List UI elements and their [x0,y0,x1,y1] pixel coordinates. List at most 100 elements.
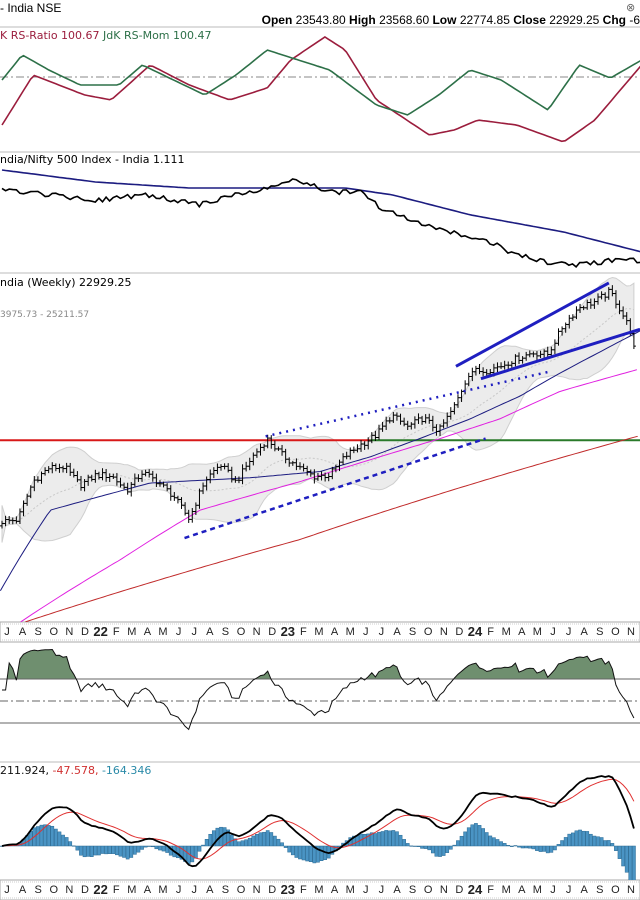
axis-tick-label: O [611,626,620,638]
macd-histogram-bar [290,845,295,856]
axis-tick-label: O [236,884,246,896]
macd-histogram-bar [624,845,629,873]
macd-histogram-bar [427,845,432,851]
rsi-panel [0,648,640,731]
macd-histogram-bar [75,845,80,851]
chg-label: Chg [602,13,626,27]
macd-histogram-bar [247,837,252,847]
macd-histogram-bar [50,825,55,847]
axis-tick-label: J [191,626,197,638]
macd-histogram-bar [488,835,493,847]
macd-histogram-bar [147,845,152,847]
macd-histogram-bar [43,824,47,847]
axis-tick-label: A [518,626,526,638]
axis-tick-label: 24 [467,882,483,897]
macd-histogram-bar [64,837,69,847]
axis-tick-label: A [518,884,526,896]
bollinger-band [1,276,635,543]
macd-histogram-bar [129,845,134,858]
macd-histogram-bar [280,842,284,847]
rsi-overbought-fill-group [2,649,634,679]
macd-histogram-bar [194,845,198,859]
macd-histogram-bar [456,840,460,847]
axis-tick-label: M [501,884,511,896]
macd-histogram-bar [107,845,112,854]
macd-histogram-bar [463,831,468,847]
trendline-dashed [184,437,486,540]
close-label: Close [513,13,546,27]
circle-x-icon[interactable]: ⊗ [626,1,636,14]
macd-histogram-bar [377,831,381,847]
axis-tick-label: M [345,626,355,638]
macd-histogram-bar [474,823,478,847]
macd-histogram-bar [567,833,572,847]
macd-histogram-bar [481,828,485,847]
macd-histogram-bar [384,830,389,847]
axis-tick-label: O [611,884,620,896]
close-value: 22929.25 [549,13,600,27]
macd-histogram-bar [369,832,374,847]
relative-panel [1,169,640,269]
macd-histogram-bar [509,845,514,847]
macd-histogram-bar [459,835,464,847]
macd-histogram-bar [596,836,600,847]
axis-tick-label: J [4,626,10,638]
macd-histogram-bar [262,831,266,847]
axis-tick-label: J [191,884,197,896]
macd-histogram-bar [434,845,439,857]
macd-signal-line [1,778,635,860]
macd-histogram-bar [39,824,44,847]
axis-tick-label: F [300,626,307,638]
macd-histogram-bar [82,845,87,858]
axis-tick-label: M [345,884,355,896]
macd-histogram-bar [610,843,615,847]
macd-histogram-bar [115,845,119,856]
macd-histogram-bar [61,834,65,847]
macd-histogram-bar [470,824,475,847]
macd-histogram-bar [441,845,446,856]
macd-histogram-bar [298,845,302,860]
rs-ratio-label: K RS-Ratio 100.67 [0,29,100,42]
macd-histogram-bar [632,845,636,880]
macd-value: 211.924, [0,764,49,777]
rs-mom-label: JdK RS-Mom 100.47 [103,29,212,42]
axis-tick-label: D [268,884,277,896]
macd-histogram-bar [416,845,421,847]
axis-tick-label: S [221,884,230,896]
axis-tick-label: N [65,626,74,638]
macd-histogram-bar [143,845,148,848]
axis-tick-label: A [206,884,214,896]
macd-histogram-bar [524,845,529,849]
axis-tick-label: A [18,626,27,638]
macd-histogram-bar [513,845,518,847]
relative-ratio-line [1,178,640,269]
axis-tick-label: S [34,884,42,896]
macd-histogram-bar [233,838,238,847]
rs-ratio-line [1,36,640,143]
macd-histogram-bar [255,833,259,847]
axis-tick-label: S [596,884,604,896]
axis-tick-label: 23 [280,624,296,639]
axis-strip [0,879,640,900]
axis-tick-label: O [236,626,246,638]
axis-tick-label: N [627,626,635,638]
axis-tick-label: S [221,626,230,638]
axis-tick-label: N [252,884,261,896]
macd-histogram-bar [438,845,442,857]
macd-histogram-bar [588,833,593,847]
macd-histogram-bar [125,845,130,860]
macd-histogram-bar [132,845,137,855]
macd-histogram-bar [316,845,320,863]
macd-histogram-bar [571,832,575,847]
axis-tick-label: F [112,884,120,896]
macd-histogram-bar [244,839,248,847]
axis-tick-label: M [314,626,324,638]
macd-histogram-bar [402,839,406,847]
macd-histogram-bar [222,827,227,847]
macd-histogram-bar [420,845,424,849]
macd-histogram-bar [294,845,299,858]
axis-tick-label: J [550,884,556,896]
axis-tick-label: D [455,884,464,896]
moving-average-long [25,435,638,622]
